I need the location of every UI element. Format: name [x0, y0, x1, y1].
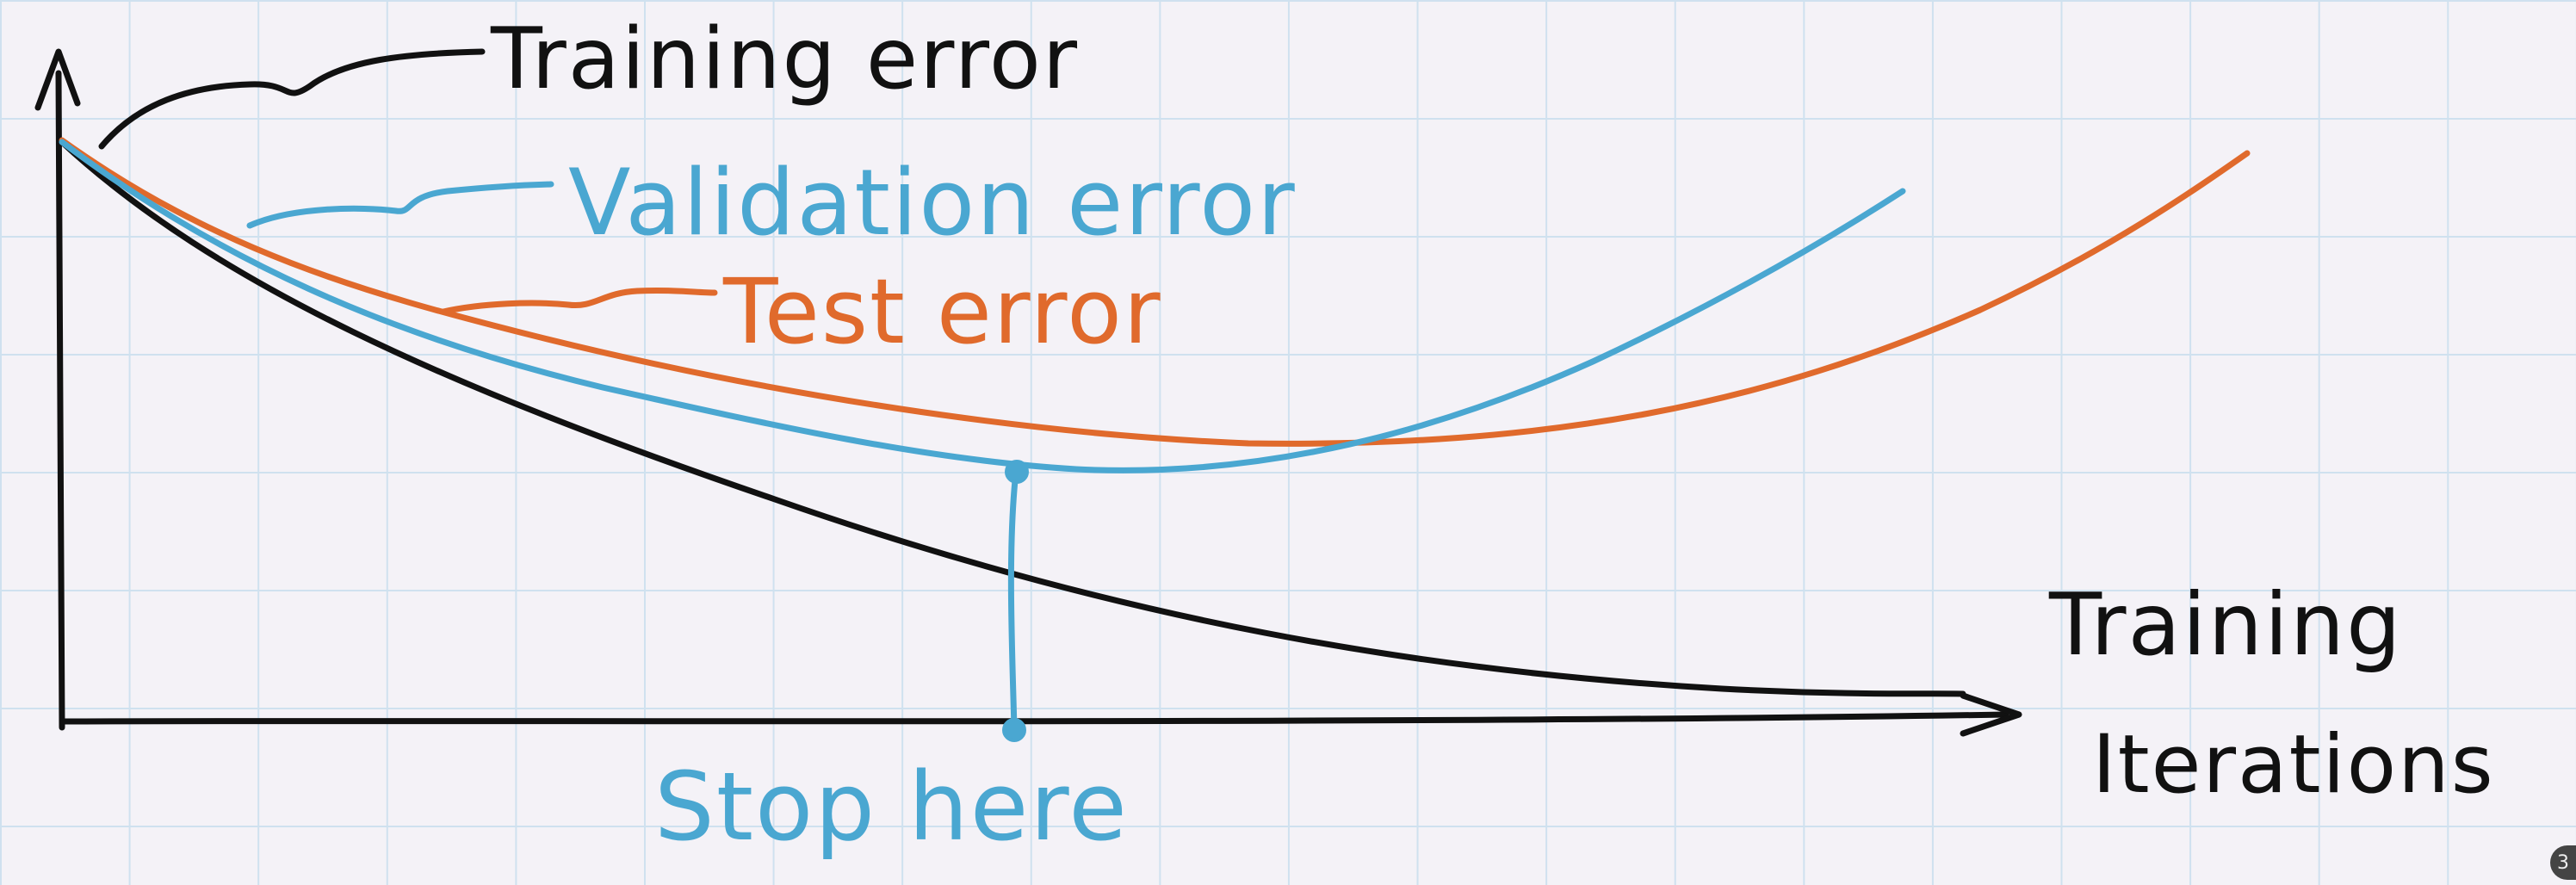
x-axis-label-line2: Iterations — [2092, 718, 2495, 812]
stop-point-dot — [1002, 718, 1026, 742]
x-axis-arrowhead — [1960, 692, 2022, 737]
training-error-curve — [59, 139, 1966, 697]
stop-marker — [1002, 460, 1029, 742]
validation-error-curve — [59, 139, 1906, 473]
page-indicator-badge[interactable]: 3 — [2550, 845, 2576, 880]
x-axis — [59, 711, 2009, 725]
y-axis — [55, 70, 65, 731]
test-error-label: Test error — [722, 259, 1162, 364]
axes — [34, 48, 2022, 737]
y-axis-arrowhead — [34, 48, 81, 111]
validation-minimum-dot — [1005, 460, 1029, 484]
x-axis-label-line1: Training — [2048, 574, 2403, 675]
training-leader — [98, 48, 486, 150]
stop-here-label: Stop here — [654, 752, 1129, 862]
training-error-label: Training error — [490, 10, 1079, 108]
test-error-curve — [59, 137, 2251, 447]
validation-error-label: Validation error — [568, 150, 1297, 256]
stop-line — [1007, 468, 1019, 733]
test-leader — [440, 287, 718, 315]
leaders — [98, 48, 718, 315]
validation-leader — [246, 181, 554, 229]
curves — [59, 137, 2251, 697]
